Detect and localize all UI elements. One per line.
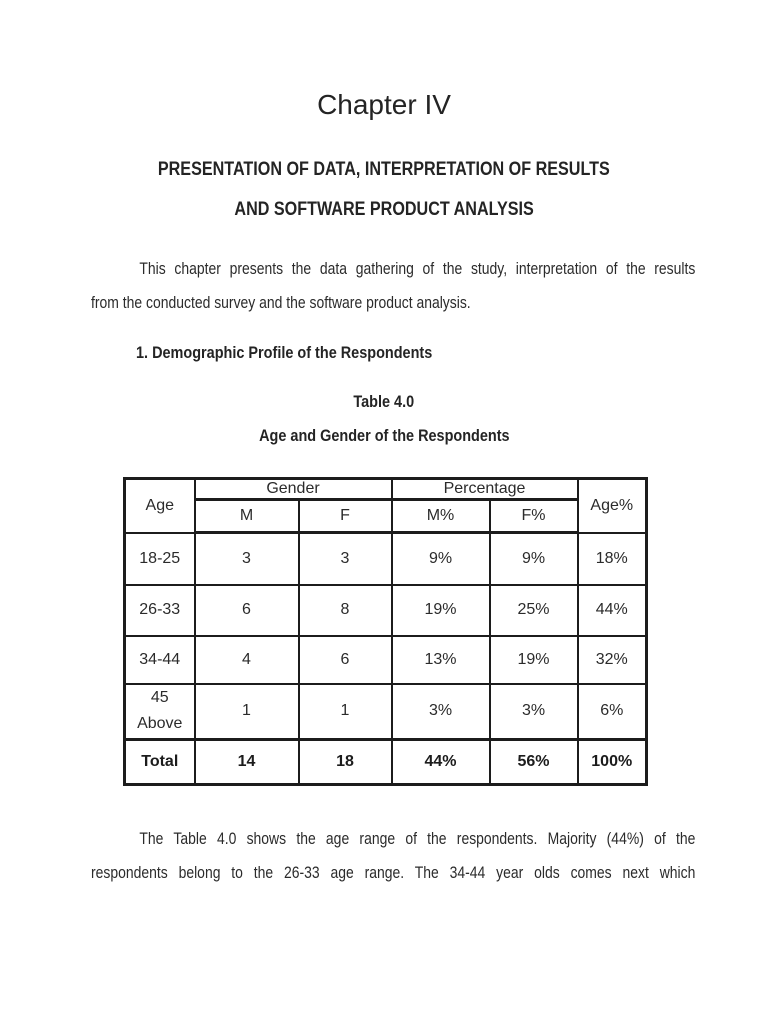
cell-age-pct: 44% xyxy=(576,583,648,637)
cell-female-count: 3 xyxy=(297,531,393,586)
cell-age-pct: 32% xyxy=(576,634,648,685)
col-header-female-pct: F% xyxy=(488,498,579,534)
closing-paragraph-line-1: The Table 4.0 shows the age range of the… xyxy=(139,829,696,848)
closing-paragraph-line-2: respondents belong to the 26-33 age rang… xyxy=(91,863,696,882)
cell-female-count: 6 xyxy=(297,634,393,685)
chapter-title: Chapter IV xyxy=(317,89,451,120)
intro-paragraph: This chapter presents the data gathering… xyxy=(91,252,695,320)
document-heading-line-2-text: AND SOFTWARE PRODUCT ANALYSIS xyxy=(234,199,534,220)
cell-total-age-pct: 100% xyxy=(576,738,648,786)
col-header-male-pct: M% xyxy=(390,498,491,534)
cell-male-count: 3 xyxy=(193,531,300,586)
cell-total-male: 14 xyxy=(193,738,300,786)
cell-age-range-line-1: 45 xyxy=(150,689,169,707)
section-heading: 1. Demographic Profile of the Respondent… xyxy=(136,342,485,364)
cell-age-range-line-2: Above xyxy=(137,715,183,733)
document-heading-line-1-text: PRESENTATION OF DATA, INTERPRETATION OF … xyxy=(158,159,610,180)
table-caption-text: Table 4.0 xyxy=(353,392,415,411)
cell-total-female: 18 xyxy=(297,738,393,786)
table-row-total: Total 14 18 44% 56% 100% xyxy=(123,738,648,786)
col-group-gender: Gender xyxy=(193,477,393,501)
cell-total-label: Total xyxy=(123,738,196,786)
table-row-45-above: 45 Above 1 1 3% 3% 6% xyxy=(123,682,648,741)
table-sub-header-row: M F M% F% xyxy=(125,498,647,534)
col-header-age-pct: Age% xyxy=(576,477,648,534)
cell-male-count: 1 xyxy=(193,682,300,741)
section-heading-text: 1. Demographic Profile of the Respondent… xyxy=(136,343,433,362)
cell-male-count: 6 xyxy=(193,583,300,637)
cell-male-pct: 19% xyxy=(390,583,491,637)
col-header-female: F xyxy=(297,498,393,534)
cell-female-pct: 9% xyxy=(488,531,579,586)
table-row-34-44: 34-44 4 6 13% 19% 32% xyxy=(123,634,648,685)
col-header-male: M xyxy=(193,498,300,534)
table-caption: Table 4.0 xyxy=(0,391,768,413)
cell-male-pct: 9% xyxy=(390,531,491,586)
cell-female-count: 8 xyxy=(297,583,393,637)
cell-male-pct: 13% xyxy=(390,634,491,685)
table-subcaption-text: Age and Gender of the Respondents xyxy=(258,426,510,445)
cell-age-range: 18-25 xyxy=(123,531,196,586)
table-subcaption: Age and Gender of the Respondents xyxy=(0,425,768,447)
cell-female-pct: 3% xyxy=(488,682,579,741)
col-header-age: Age xyxy=(123,477,196,534)
age-gender-table: Age Gender Percentage Age% M F M% F% 18-… xyxy=(123,477,648,786)
intro-paragraph-line-2: from the conducted survey and the softwa… xyxy=(91,293,471,312)
cell-male-count: 4 xyxy=(193,634,300,685)
closing-paragraph: The Table 4.0 shows the age range of the… xyxy=(91,822,695,890)
document-heading-line-1: PRESENTATION OF DATA, INTERPRETATION OF … xyxy=(0,158,768,182)
cell-age-pct: 6% xyxy=(576,682,648,741)
cell-total-male-pct: 44% xyxy=(390,738,491,786)
table-row-26-33: 26-33 6 8 19% 25% 44% xyxy=(123,583,648,637)
col-group-percentage: Percentage xyxy=(390,477,579,501)
table-row-18-25: 18-25 3 3 9% 9% 18% xyxy=(123,531,648,586)
cell-female-pct: 19% xyxy=(488,634,579,685)
cell-age-range: 34-44 xyxy=(123,634,196,685)
table-group-header-row: Age Gender Percentage Age% xyxy=(123,477,648,534)
cell-total-female-pct: 56% xyxy=(488,738,579,786)
intro-paragraph-line-1: This chapter presents the data gathering… xyxy=(139,259,696,278)
cell-male-pct: 3% xyxy=(390,682,491,741)
document-heading-line-2: AND SOFTWARE PRODUCT ANALYSIS xyxy=(0,198,768,222)
cell-female-pct: 25% xyxy=(488,583,579,637)
cell-age-range: 45 Above xyxy=(123,682,196,741)
cell-age-range: 26-33 xyxy=(123,583,196,637)
cell-female-count: 1 xyxy=(297,682,393,741)
cell-age-pct: 18% xyxy=(576,531,648,586)
